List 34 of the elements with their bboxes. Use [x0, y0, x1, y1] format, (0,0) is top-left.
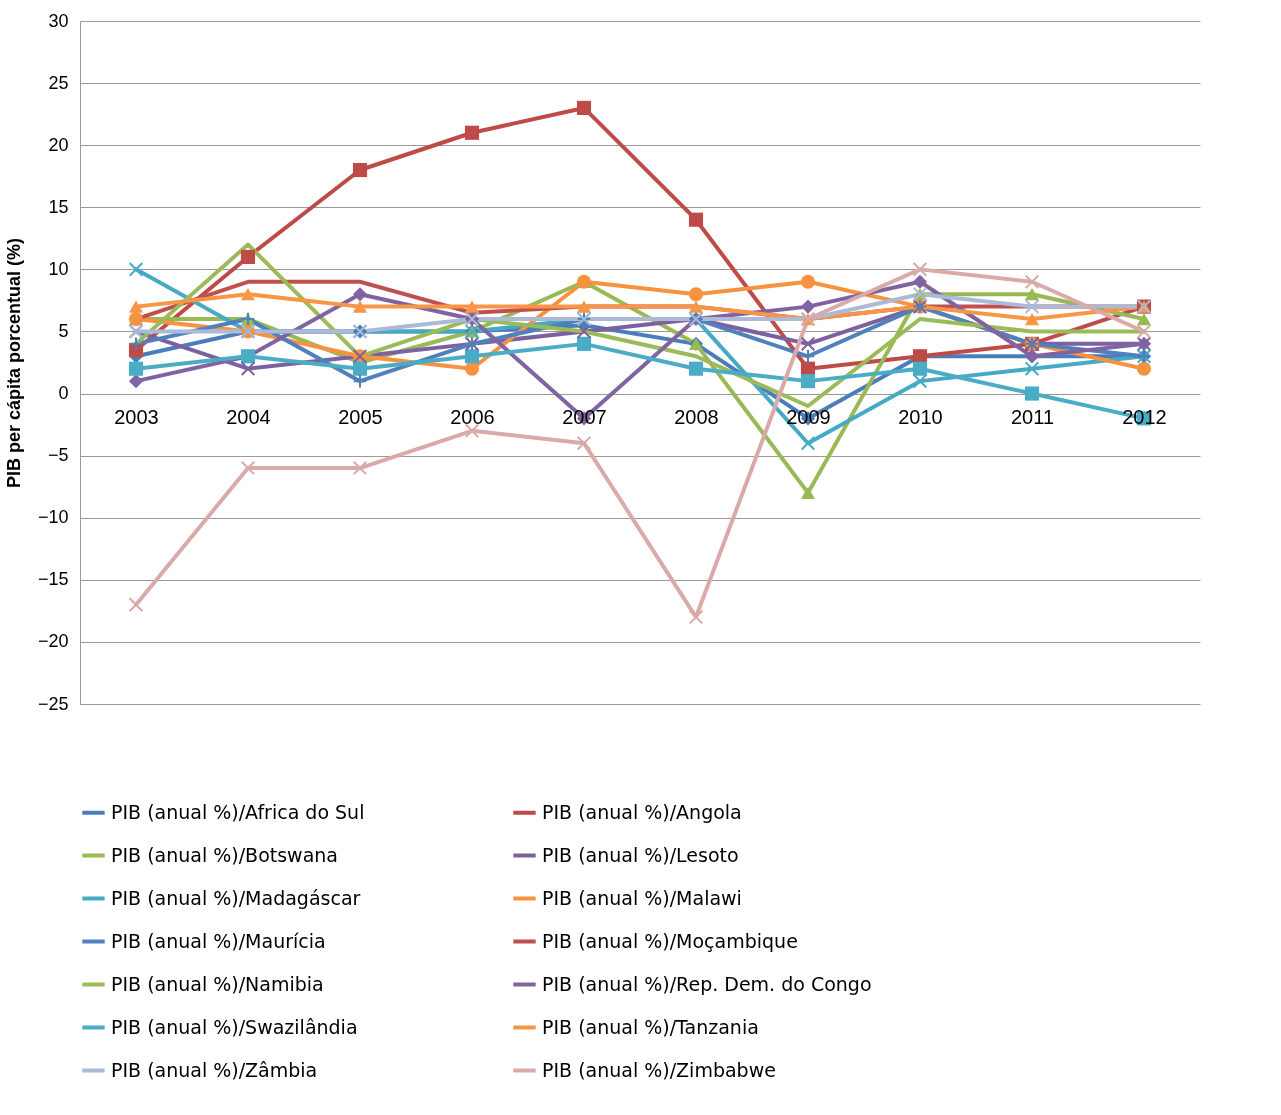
y-tick-label: 15	[48, 196, 69, 217]
legend-label: PIB (anual %)/Zâmbia	[111, 1058, 318, 1081]
legend-label: PIB (anual %)/Africa do Sul	[111, 800, 365, 823]
x-tick-label: 2004	[226, 406, 271, 429]
y-tick-label: −10	[37, 507, 69, 528]
legend-label: PIB (anual %)/Madagáscar	[111, 886, 361, 909]
x-tick-label: 2005	[338, 406, 383, 429]
x-tick-label: 2006	[450, 406, 495, 429]
y-tick-label: −20	[37, 631, 69, 652]
y-tick-label: 30	[48, 10, 69, 31]
y-tick-label: −5	[47, 445, 69, 466]
y-tick-label: 5	[58, 320, 69, 341]
legend-label: PIB (anual %)/Angola	[542, 800, 742, 823]
x-tick-label: 2008	[674, 406, 719, 429]
y-tick-label: 10	[48, 258, 69, 279]
legend-label: PIB (anual %)/Lesoto	[542, 843, 739, 866]
legend-label: PIB (anual %)/Botswana	[111, 843, 338, 866]
x-tick-label: 2011	[1010, 406, 1055, 429]
y-tick-label: 0	[58, 383, 69, 404]
y-tick-label: 25	[48, 72, 69, 93]
legend-label: PIB (anual %)/Moçambique	[542, 929, 798, 952]
legend-label: PIB (anual %)/Zimbabwe	[542, 1058, 776, 1081]
x-tick-label: 2003	[114, 406, 159, 429]
legend-label: PIB (anual %)/Maurícia	[111, 929, 326, 952]
x-tick-label: 2010	[898, 406, 943, 429]
y-axis-title: PIB per cápita porcentual (%)	[3, 237, 24, 489]
y-tick-label: 20	[48, 134, 69, 155]
y-tick-label: −15	[37, 569, 69, 590]
y-tick-label: −25	[37, 693, 69, 714]
legend-label: PIB (anual %)/Tanzania	[542, 1015, 759, 1038]
legend-label: PIB (anual %)/Namibia	[111, 972, 324, 995]
legend-label: PIB (anual %)/Swazilândia	[111, 1015, 358, 1038]
legend-label: PIB (anual %)/Malawi	[542, 886, 742, 909]
legend-label: PIB (anual %)/Rep. Dem. do Congo	[542, 972, 872, 995]
